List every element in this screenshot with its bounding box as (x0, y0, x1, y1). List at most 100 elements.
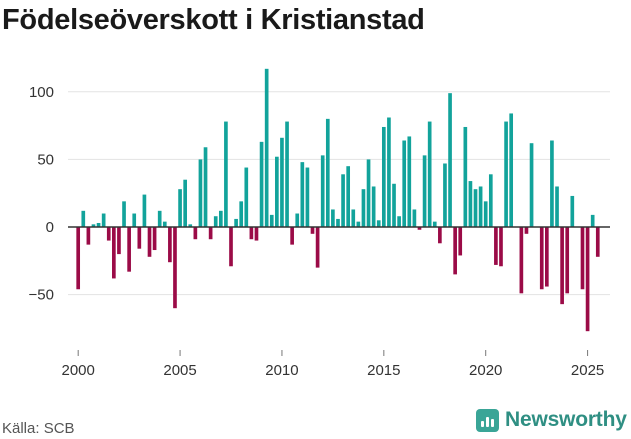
bar (224, 121, 228, 228)
bar (488, 174, 493, 228)
bar (300, 162, 305, 228)
bar (101, 213, 106, 228)
bar (555, 186, 559, 228)
bar (539, 227, 544, 290)
bar (494, 227, 498, 265)
bar (590, 214, 595, 228)
bar (229, 227, 233, 267)
bar (392, 183, 396, 228)
bar (356, 221, 361, 228)
grid-lines (68, 91, 610, 296)
bar (504, 121, 508, 228)
y-tick-label: 100 (29, 84, 54, 101)
bar (422, 155, 427, 228)
chart-title: Födelseöverskott i Kristianstad (2, 4, 425, 36)
bar (381, 126, 386, 228)
bar (371, 186, 376, 228)
bar (249, 227, 254, 240)
x-tick-label: 2015 (367, 362, 400, 379)
bar (193, 227, 198, 240)
bar (254, 227, 259, 241)
bar (366, 159, 371, 228)
bar (81, 210, 86, 228)
bar (76, 227, 81, 290)
bar (142, 194, 147, 228)
bar (295, 213, 300, 228)
bar (565, 227, 570, 294)
bar (127, 227, 131, 272)
bar (336, 218, 340, 228)
bar (264, 68, 269, 228)
bar (453, 227, 457, 275)
bar (509, 113, 514, 228)
bar (458, 227, 463, 256)
bar (432, 221, 437, 228)
y-tick-label: −50 (29, 287, 54, 304)
x-tick-label: 2025 (571, 362, 604, 379)
bar (137, 227, 142, 249)
bar (580, 227, 585, 290)
bar (112, 227, 116, 279)
bar (168, 227, 172, 263)
bar (397, 216, 401, 228)
bar (213, 216, 218, 228)
bar (86, 227, 91, 245)
bar (157, 210, 162, 228)
bar (183, 179, 187, 228)
bar (269, 214, 274, 228)
bar (524, 227, 529, 234)
bar (208, 227, 213, 240)
bar (239, 201, 244, 228)
bar (188, 224, 193, 228)
source-note: Källa: SCB (2, 420, 75, 437)
bar (483, 201, 488, 228)
bar (499, 227, 503, 267)
bar (198, 159, 203, 228)
bar (315, 227, 320, 268)
bar (132, 213, 137, 228)
bar (560, 227, 564, 305)
bar (473, 189, 478, 228)
bar (412, 209, 417, 228)
bar (351, 209, 356, 228)
bar (595, 227, 600, 257)
bar (178, 189, 182, 228)
x-axis-ticks: 2000 2005 2010 2015 2020 2025 (62, 350, 604, 379)
bar (275, 156, 279, 228)
bar (519, 227, 524, 294)
bar (387, 117, 391, 228)
y-tick-label: 0 (46, 219, 54, 236)
bar (478, 186, 483, 228)
bar (290, 227, 294, 245)
bar (341, 174, 345, 228)
bar (203, 147, 208, 228)
bar (407, 136, 412, 228)
bar (417, 227, 422, 230)
bar (234, 218, 238, 228)
bar (106, 227, 111, 241)
bar (117, 227, 121, 255)
x-tick-label: 2010 (265, 362, 298, 379)
y-tick-label: 50 (37, 151, 54, 168)
bar (529, 143, 534, 228)
bar (427, 121, 432, 228)
bar (376, 220, 381, 228)
bar (91, 224, 96, 228)
bar (173, 227, 177, 309)
bar (285, 121, 289, 228)
bar (320, 155, 325, 228)
bar (443, 163, 447, 228)
bar (585, 227, 590, 332)
brand-name: Newsworthy (505, 408, 627, 431)
bar (96, 222, 101, 228)
bar (570, 195, 575, 228)
bar (463, 126, 468, 228)
bar (280, 137, 284, 228)
bar (346, 166, 351, 228)
bar (305, 167, 310, 228)
bar (438, 227, 442, 244)
bar (550, 140, 554, 228)
bar (331, 209, 335, 228)
bar (218, 210, 223, 228)
